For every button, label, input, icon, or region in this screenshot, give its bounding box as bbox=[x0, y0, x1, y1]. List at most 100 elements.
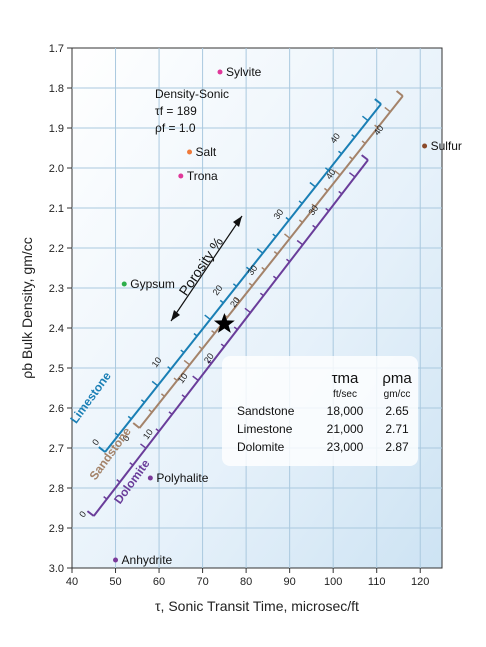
limestone-end-cap bbox=[98, 446, 106, 453]
y-tick-label: 3.0 bbox=[49, 563, 64, 575]
limestone-porosity-tick bbox=[151, 380, 159, 387]
mineral-point bbox=[113, 557, 119, 563]
limestone-porosity-tick bbox=[204, 314, 211, 321]
x-tick-label: 90 bbox=[284, 576, 296, 588]
y-tick-label: 2.3 bbox=[49, 283, 64, 295]
table-unit-tau: ft/sec bbox=[333, 389, 357, 400]
limestone-porosity-tick bbox=[256, 248, 264, 254]
x-tick-label: 120 bbox=[411, 576, 429, 588]
axis-ticks: 40 50 60 70 80 90 100 110 1201.71.81.92.02.12.22… bbox=[49, 43, 430, 588]
sandstone-line bbox=[138, 95, 404, 429]
x-tick-label: 100 bbox=[324, 576, 342, 588]
sandstone-porosity-tick bbox=[173, 377, 178, 382]
limestone-porosity-tick bbox=[180, 349, 185, 354]
limestone-porosity-tick bbox=[232, 283, 237, 287]
mineral-point bbox=[147, 475, 153, 481]
sandstone-end-cap bbox=[132, 422, 141, 429]
dolomite-porosity-tick bbox=[129, 462, 134, 466]
dolomite-porosity-tick bbox=[296, 239, 304, 246]
dolomite-porosity-label: 0 bbox=[77, 509, 88, 519]
limestone-porosity-label: 10 bbox=[150, 355, 164, 369]
limestone-end-cap bbox=[374, 98, 382, 105]
info-title: Density-Sonic bbox=[155, 87, 229, 101]
sandstone-porosity-tick bbox=[311, 203, 316, 208]
sandstone-porosity-tick bbox=[361, 140, 366, 145]
y-tick-label: 2.5 bbox=[49, 363, 64, 375]
sandstone-porosity-tick bbox=[233, 296, 241, 303]
table-row-tau: 21,000 bbox=[327, 422, 364, 436]
y-tick-label: 2.1 bbox=[49, 203, 64, 215]
y-axis-title: ρb Bulk Density, gm/cc bbox=[19, 237, 35, 379]
info-tau-f: τf = 189 bbox=[155, 104, 197, 118]
x-tick-label: 50 bbox=[109, 576, 121, 588]
limestone-porosity-tick bbox=[127, 415, 132, 420]
mineral-point bbox=[187, 149, 193, 155]
y-tick-label: 2.2 bbox=[49, 243, 64, 255]
x-tick-label: 80 bbox=[240, 576, 252, 588]
table-unit-rho: gm/cc bbox=[384, 389, 411, 400]
dolomite-porosity-label: 30 bbox=[245, 263, 259, 277]
dolomite-porosity-tick bbox=[181, 394, 186, 398]
y-tick-label: 1.9 bbox=[49, 123, 64, 135]
mineral-label: Sulfur bbox=[431, 139, 462, 153]
dolomite-porosity-tick bbox=[103, 496, 108, 500]
dolomite-porosity-tick bbox=[220, 343, 225, 348]
limestone-porosity-label: 20 bbox=[211, 283, 225, 297]
limestone-line bbox=[104, 103, 382, 453]
mineral-point bbox=[217, 69, 223, 75]
limestone-porosity-tick bbox=[338, 150, 343, 155]
mineral-points: Sylvite Salt Trona Sulfur Gypsum Polyhalite An… bbox=[113, 65, 462, 567]
dolomite-end-cap bbox=[361, 154, 369, 161]
table-row-name: Limestone bbox=[237, 422, 293, 436]
limestone-porosity-label: 30 bbox=[272, 207, 286, 221]
x-tick-label: 70 bbox=[196, 576, 208, 588]
sandstone-porosity-tick bbox=[248, 282, 253, 287]
table-row-rho: 2.87 bbox=[385, 440, 409, 454]
lithology-lines: 0 10 20 30 40 0 10 20 30 40 0 10 20 30 40 Limestone Sand… bbox=[67, 90, 404, 519]
mineral-point bbox=[121, 281, 127, 287]
sandstone-porosity-tick bbox=[273, 251, 278, 255]
mineral-label: Gypsum bbox=[130, 277, 175, 291]
dolomite-porosity-tick bbox=[116, 479, 121, 483]
y-tick-label: 2.0 bbox=[49, 163, 64, 175]
star-marker bbox=[213, 313, 235, 333]
info-rho-f: ρf = 1.0 bbox=[155, 121, 196, 135]
dolomite-porosity-tick bbox=[348, 172, 356, 178]
mineral-label: Trona bbox=[187, 169, 218, 183]
sandstone-porosity-label: 10 bbox=[176, 371, 190, 385]
dolomite-porosity-tick bbox=[259, 292, 264, 297]
dolomite-porosity-label: 40 bbox=[324, 167, 338, 181]
x-tick-label: 110 bbox=[368, 576, 386, 588]
mineral-point bbox=[422, 143, 428, 149]
sandstone-porosity-tick bbox=[211, 330, 216, 334]
table-header-rho: ρma bbox=[382, 370, 412, 387]
x-axis-title: τ, Sonic Transit Time, microsec/ft bbox=[155, 598, 359, 614]
sandstone-porosity-label: 20 bbox=[228, 295, 242, 309]
sandstone-porosity-label: 0 bbox=[121, 433, 132, 443]
sandstone-porosity-tick bbox=[284, 233, 291, 239]
dolomite-porosity-tick bbox=[168, 411, 173, 415]
limestone-porosity-label: 0 bbox=[90, 437, 101, 447]
sandstone-porosity-tick bbox=[198, 345, 203, 350]
y-tick-label: 1.7 bbox=[49, 43, 64, 55]
dolomite-porosity-tick bbox=[192, 375, 199, 381]
mineral-label: Salt bbox=[196, 145, 217, 159]
x-tick-label: 40 bbox=[66, 576, 78, 588]
dolomite-porosity-tick bbox=[233, 326, 238, 331]
limestone-porosity-tick bbox=[114, 432, 119, 437]
sandstone-porosity-tick bbox=[349, 156, 354, 160]
table-row-rho: 2.71 bbox=[385, 422, 409, 436]
sandstone-porosity-tick bbox=[323, 187, 329, 192]
limestone-porosity-tick bbox=[272, 233, 277, 238]
sandstone-porosity-tick bbox=[334, 170, 341, 176]
table-row-name: Dolomite bbox=[237, 440, 285, 454]
limestone-porosity-tick bbox=[298, 200, 303, 205]
sandstone-porosity-tick bbox=[261, 266, 266, 271]
y-tick-label: 2.4 bbox=[49, 323, 64, 335]
dolomite-porosity-tick bbox=[325, 207, 330, 212]
limestone-porosity-tick bbox=[285, 216, 290, 221]
y-tick-label: 2.8 bbox=[49, 483, 64, 495]
sandstone-porosity-tick bbox=[148, 409, 153, 413]
sandstone-porosity-tick bbox=[183, 359, 191, 366]
